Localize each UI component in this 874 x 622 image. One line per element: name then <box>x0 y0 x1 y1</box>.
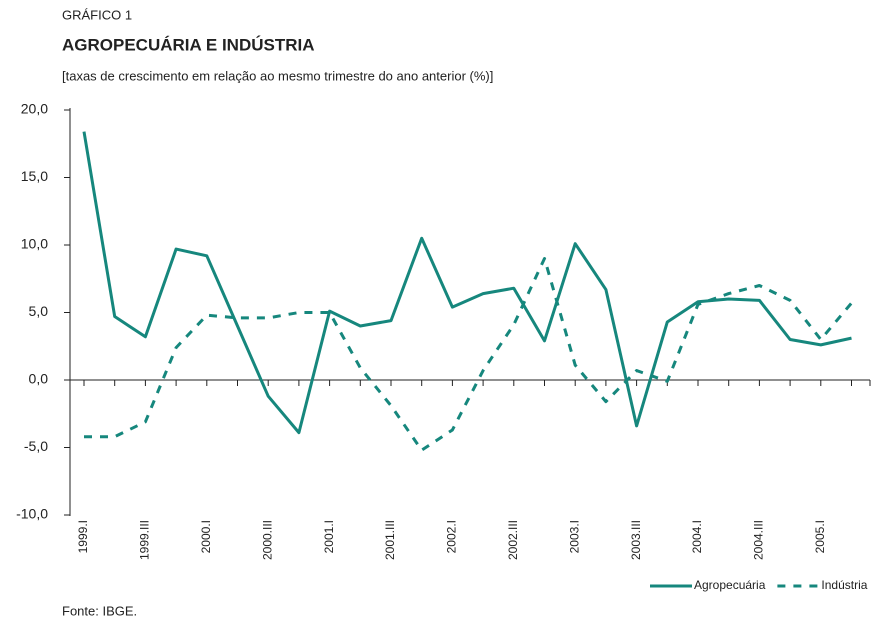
x-tick-label: 1999.I <box>76 520 90 553</box>
y-tick-label: 20,0 <box>21 101 48 117</box>
y-tick-label: 10,0 <box>21 236 48 252</box>
x-tick-label: 2001.III <box>383 520 397 560</box>
source: Fonte: IBGE. <box>62 603 137 618</box>
y-tick-label: -10,0 <box>16 506 48 522</box>
x-tick-label: 2002.III <box>506 520 520 560</box>
x-tick-label: 2001.I <box>322 520 336 553</box>
chart-title: AGROPECUÁRIA E INDÚSTRIA <box>62 35 315 54</box>
x-tick-label: 2003.I <box>567 520 581 553</box>
x-tick-label: 2000.I <box>199 520 213 553</box>
x-tick-label: 2003.III <box>629 520 643 560</box>
subtitle: [taxas de crescimento em relação ao mesm… <box>62 68 493 83</box>
series-line <box>84 257 853 452</box>
legend-label: Indústria <box>821 578 867 592</box>
x-tick-label: 2000.III <box>260 520 274 560</box>
y-tick-label: 0,0 <box>29 371 49 387</box>
x-tick-label: 2005.I <box>813 520 827 553</box>
y-tick-label: -5,0 <box>24 438 48 454</box>
x-tick-label: 2004.I <box>690 520 704 553</box>
x-tick-label: 1999.III <box>138 520 152 560</box>
y-tick-label: 5,0 <box>29 303 49 319</box>
series-line <box>82 131 852 435</box>
kicker: GRÁFICO 1 <box>62 7 132 22</box>
y-tick-label: 15,0 <box>21 168 48 184</box>
x-tick-label: 2004.III <box>752 520 766 560</box>
x-tick-label: 2002.I <box>445 520 459 553</box>
legend-label: Agropecuária <box>694 578 766 592</box>
